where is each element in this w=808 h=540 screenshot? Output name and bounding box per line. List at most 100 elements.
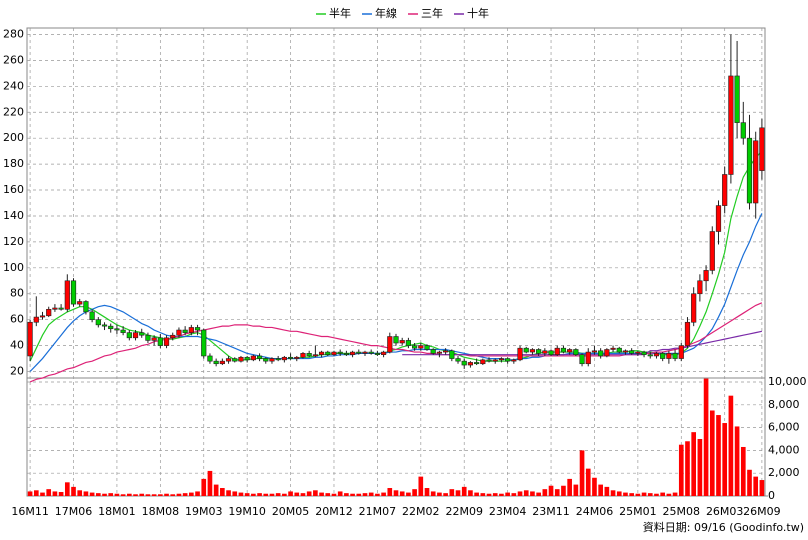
x-tick-label: 22M09 xyxy=(445,505,483,518)
candle-body xyxy=(734,75,740,123)
volume-bar xyxy=(685,441,690,496)
y-tick-label: 220 xyxy=(3,105,24,118)
x-tick-label: 23M04 xyxy=(489,505,527,518)
volume-bar xyxy=(331,493,337,496)
candle-body xyxy=(46,308,52,317)
volume-bar xyxy=(561,485,566,496)
volume-bar xyxy=(325,493,331,496)
volume-bar xyxy=(598,484,603,496)
y-tick-label: 180 xyxy=(3,157,24,170)
volume-bar xyxy=(530,491,535,496)
x-tick-label: 19M03 xyxy=(185,505,223,518)
volume-bar xyxy=(201,478,207,496)
volume-bar xyxy=(412,489,417,496)
candle-body xyxy=(287,356,294,359)
volume-bar xyxy=(635,493,641,496)
candle-body xyxy=(108,325,114,330)
candle-body xyxy=(89,311,95,320)
candle-body xyxy=(560,347,567,353)
candle-body xyxy=(331,351,337,355)
candle-body xyxy=(201,329,207,357)
volume-bar xyxy=(430,491,436,496)
volume-bar xyxy=(387,488,393,496)
plot-frame xyxy=(26,27,766,497)
volume-bar xyxy=(120,494,126,496)
volume-bar xyxy=(734,426,740,496)
volume-bar xyxy=(319,492,324,496)
y-tick-label: 280 xyxy=(3,27,24,40)
candle-body xyxy=(622,350,629,353)
candle-body xyxy=(250,355,256,361)
candle-body xyxy=(318,351,325,355)
volume-bar xyxy=(275,493,281,496)
volume-bar xyxy=(585,468,591,496)
volume-bar xyxy=(449,489,455,496)
candle-body xyxy=(486,359,492,362)
candle-body xyxy=(740,122,746,139)
volume-bar xyxy=(709,410,715,496)
y-tick-label: 40 xyxy=(10,339,24,352)
ma-line xyxy=(29,213,763,372)
candle-body xyxy=(542,350,548,354)
candle-body xyxy=(77,301,83,305)
x-tick-label: 18M08 xyxy=(142,505,180,518)
volume-bar xyxy=(536,492,541,496)
volume-bar xyxy=(567,478,572,496)
volume-bar xyxy=(747,469,752,496)
volume-bar xyxy=(703,378,709,496)
candle-body xyxy=(151,337,157,341)
volume-bar xyxy=(759,480,765,496)
volume-bar xyxy=(71,486,76,496)
volume-bar xyxy=(164,493,169,496)
y2-tick-label: 10,000 xyxy=(768,375,807,388)
candle-body xyxy=(548,350,554,355)
volume-bar xyxy=(511,493,517,496)
volume-bar xyxy=(294,492,300,496)
candle-body xyxy=(170,334,176,339)
volume-bar xyxy=(461,486,467,496)
volume-bar xyxy=(145,494,151,496)
candle-body xyxy=(691,293,697,323)
candle-body xyxy=(672,353,678,359)
candle-body xyxy=(480,359,486,365)
y-tick-label: 20 xyxy=(10,365,24,378)
candle-body xyxy=(443,350,449,353)
candle-body xyxy=(579,354,585,365)
x-tick-label: 21M07 xyxy=(359,505,397,518)
x-tick-label: 26M03 xyxy=(706,505,744,518)
volume-bar xyxy=(375,493,380,496)
volume-bar xyxy=(151,494,157,496)
candle-body xyxy=(263,358,269,362)
candle-body xyxy=(399,340,405,344)
volume-bar xyxy=(592,477,597,496)
volume-bar xyxy=(170,494,176,496)
volume-bar xyxy=(95,493,101,496)
volume-bar xyxy=(58,492,64,496)
candle-body xyxy=(33,316,39,323)
volume-bar xyxy=(213,484,219,496)
volume-bar xyxy=(728,395,734,496)
candle-body xyxy=(132,332,139,339)
candle-body xyxy=(281,356,287,361)
volume-bar xyxy=(350,493,355,496)
volume-bar xyxy=(443,493,448,496)
volume-bar xyxy=(548,485,554,496)
candle-body xyxy=(585,351,591,365)
volume-bar xyxy=(176,493,182,496)
legend-label: 年線 xyxy=(375,6,397,20)
volume-bar xyxy=(437,492,442,496)
volume-bar xyxy=(114,493,120,496)
candle-body xyxy=(238,356,244,362)
candle-body xyxy=(517,347,523,361)
volume-bar xyxy=(486,493,492,496)
candle-body xyxy=(393,336,399,344)
candle-body xyxy=(746,137,753,204)
x-tick-label: 16M11 xyxy=(11,505,49,518)
candle-body xyxy=(424,345,430,350)
volume-bar xyxy=(257,493,262,496)
volume-bar xyxy=(40,492,45,496)
candle-body xyxy=(244,356,250,361)
x-tick-label: 25M08 xyxy=(663,505,701,518)
candle-body xyxy=(325,351,331,355)
candle-body xyxy=(306,353,312,357)
